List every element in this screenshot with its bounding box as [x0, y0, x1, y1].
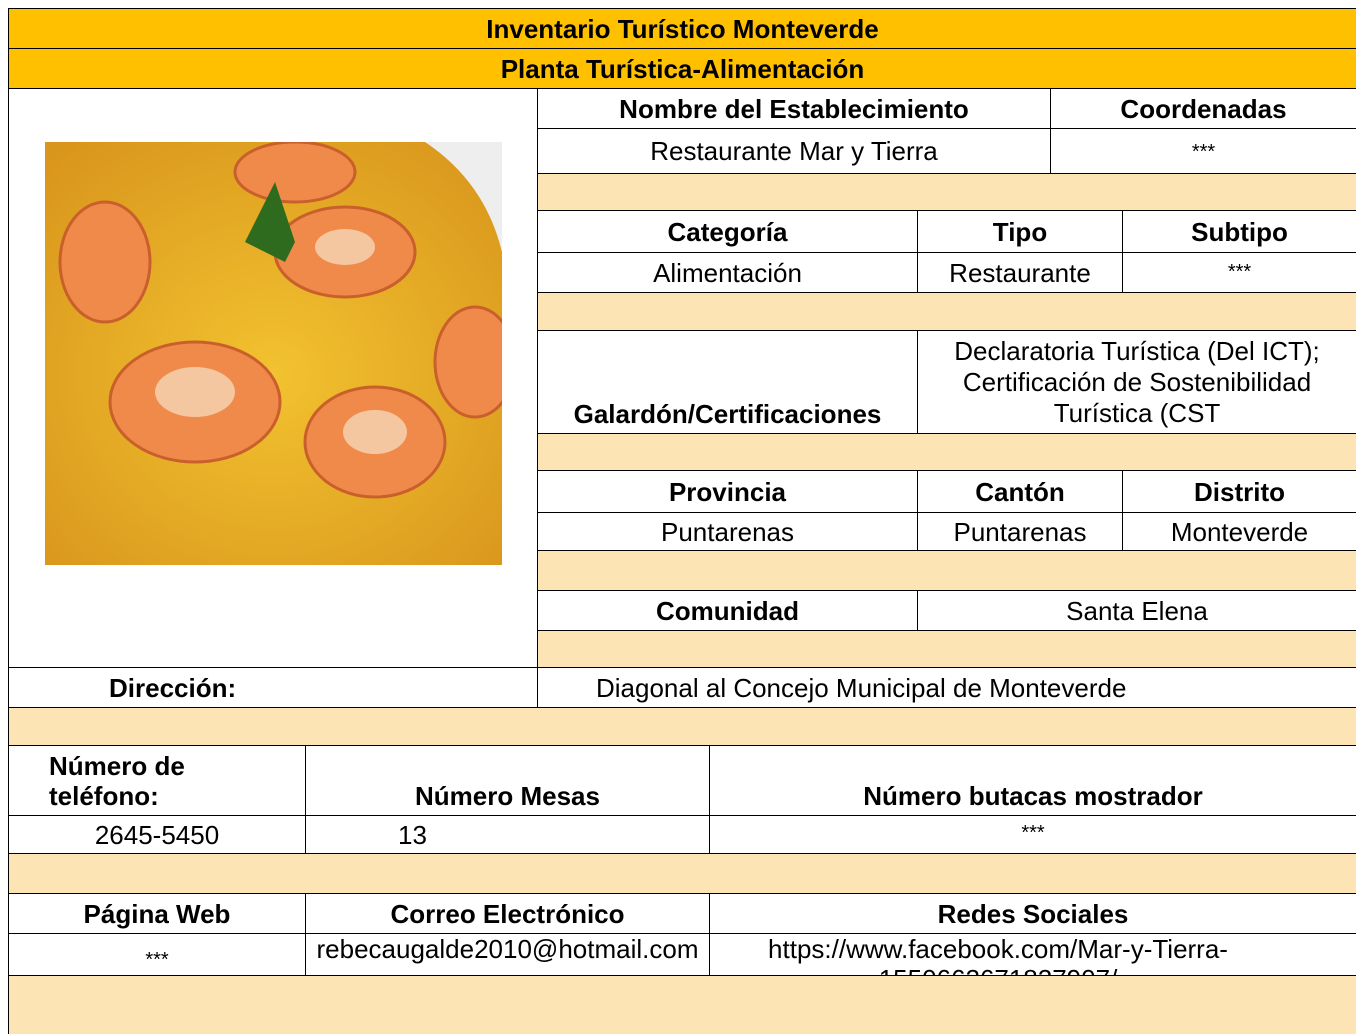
value-cell: Santa Elena [917, 590, 1356, 631]
value-cell: rebecaugalde2010@hotmail.com [305, 933, 710, 976]
title: Inventario Turístico Monteverde [8, 8, 1356, 49]
header-cell: Tipo [917, 210, 1123, 253]
header-cell: Nombre del Establecimiento [537, 88, 1051, 129]
header-cell: Coordenadas [1050, 88, 1356, 129]
value-cell: *** [8, 933, 306, 976]
header-cell: Distrito [1122, 470, 1356, 513]
value-cell: Alimentación [537, 252, 918, 293]
header-cell: Dirección: [8, 667, 538, 708]
spacer [8, 853, 1356, 894]
header-cell: Subtipo [1122, 210, 1356, 253]
spacer [8, 975, 1356, 1034]
value-cell: https://www.facebook.com/Mar-y-Tierra-15… [709, 933, 1356, 976]
value-cell: *** [1050, 128, 1356, 174]
header-cell: Número butacas mostrador [709, 745, 1356, 816]
spacer [8, 707, 1356, 746]
spacer [537, 292, 1356, 331]
header-cell: Número Mesas [305, 745, 710, 816]
value-cell: Restaurante [917, 252, 1123, 293]
value-cell: Restaurante Mar y Tierra [537, 128, 1051, 174]
spacer [537, 433, 1356, 471]
header-cell: Cantón [917, 470, 1123, 513]
value-cell: Puntarenas [917, 512, 1123, 551]
value-cell: *** [709, 815, 1356, 854]
spacer [537, 550, 1356, 591]
header-cell: Redes Sociales [709, 893, 1356, 934]
header-cell: Provincia [537, 470, 918, 513]
header-cell: Galardón/Certificaciones [537, 330, 918, 434]
food-photo [45, 142, 502, 565]
spacer [537, 173, 1356, 211]
spacer [537, 630, 1356, 668]
subtitle: Planta Turística-Alimentación [8, 48, 1356, 89]
value-cell: Puntarenas [537, 512, 918, 551]
header-cell: Número de teléfono: [8, 745, 306, 816]
header-cell: Página Web [8, 893, 306, 934]
value-cell: 2645-5450 [8, 815, 306, 854]
header-cell: Correo Electrónico [305, 893, 710, 934]
value-cell: *** [1122, 252, 1356, 293]
value-cell: 13 [305, 815, 710, 854]
value-cell: Declaratoria Turística (Del ICT); Certif… [917, 330, 1356, 434]
value-cell: Diagonal al Concejo Municipal de Monteve… [537, 667, 1356, 708]
header-cell: Comunidad [537, 590, 918, 631]
value-cell: Monteverde [1122, 512, 1356, 551]
header-cell: Categoría [537, 210, 918, 253]
